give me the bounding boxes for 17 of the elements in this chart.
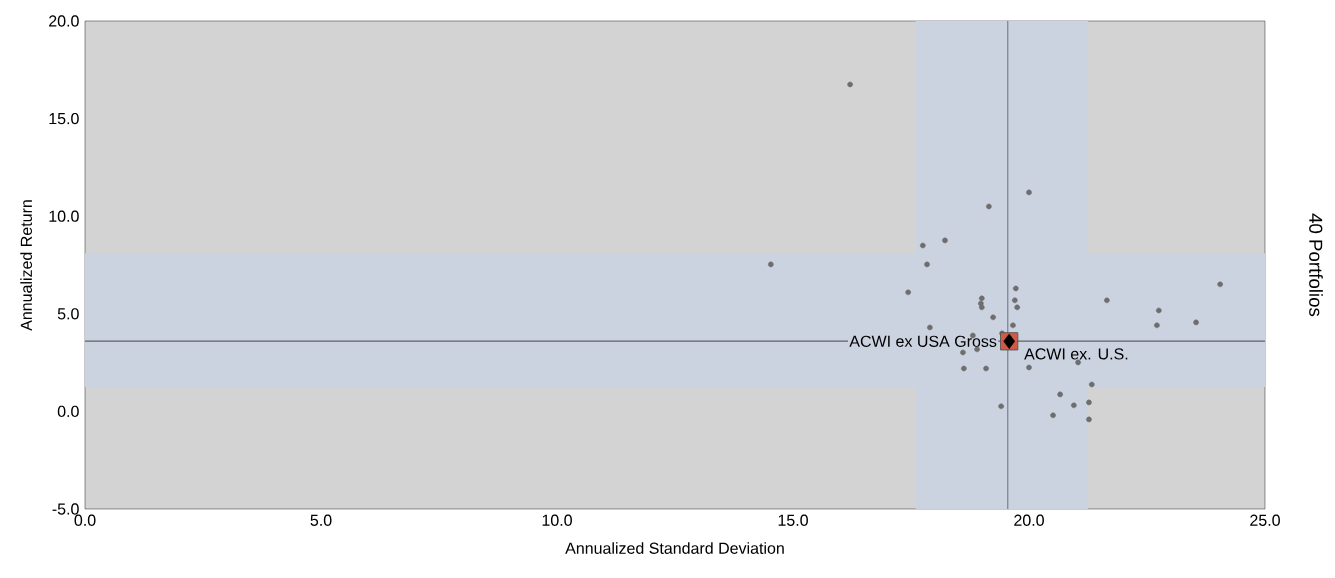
y-tick-label: -5.0 [52, 503, 79, 515]
x-tick-label: 0.0 [74, 514, 96, 526]
y-tick-label: 0.0 [57, 405, 79, 418]
y-tick-label: 20.0 [49, 15, 79, 27]
series-label: ACWI ex USA Gross [849, 335, 997, 347]
x-tick-label: 25.0 [1250, 514, 1280, 526]
x-tick-label: 10.0 [542, 514, 572, 526]
x-tick-label: 20.0 [1014, 514, 1044, 526]
y-tick-label: 10.0 [49, 210, 79, 222]
y-axis-title: Annualized Return [20, 200, 32, 331]
x-axis-title: Annualized Standard Deviation [565, 542, 784, 554]
series-label: ACWI ex. U.S. [1024, 348, 1128, 360]
y-tick-label: 15.0 [49, 112, 79, 125]
y-tick-label: 5.0 [57, 308, 79, 320]
y2-axis-title: 40 Portfolios [1309, 213, 1323, 317]
x-tick-label: 5.0 [310, 514, 332, 526]
x-tick-label: 15.0 [778, 514, 808, 526]
